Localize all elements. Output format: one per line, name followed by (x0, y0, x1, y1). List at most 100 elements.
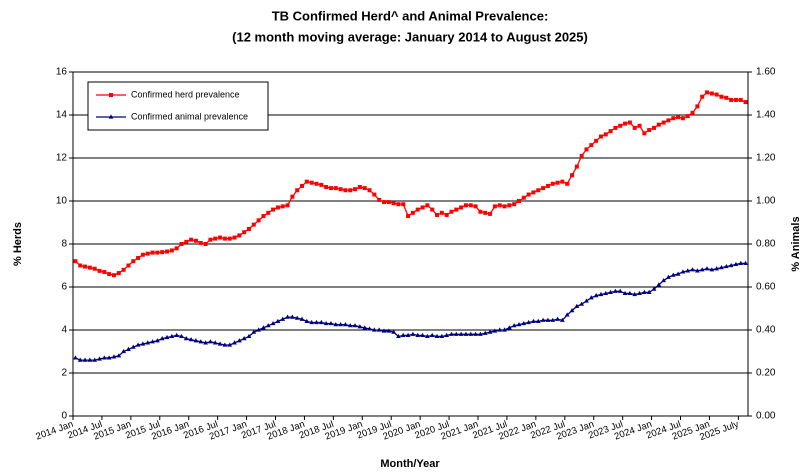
point (516, 322, 522, 327)
point (632, 291, 638, 297)
point (570, 173, 575, 178)
point (415, 332, 421, 337)
y-tick-label: 2 (61, 368, 67, 379)
point (318, 319, 324, 325)
point (324, 185, 329, 190)
point (608, 289, 613, 294)
point (690, 110, 695, 115)
point (719, 265, 724, 270)
point (545, 183, 550, 188)
legend-box (87, 81, 269, 131)
point (478, 209, 483, 214)
point (333, 186, 338, 191)
point (174, 246, 179, 251)
point (613, 125, 618, 130)
point (169, 333, 175, 339)
point (705, 90, 710, 95)
point (136, 255, 141, 260)
legend-marker (109, 93, 113, 97)
point (241, 336, 247, 341)
point (126, 346, 131, 351)
point (246, 226, 251, 231)
point (492, 328, 498, 333)
point (160, 250, 165, 255)
point (492, 204, 497, 209)
point (410, 210, 415, 215)
point (377, 197, 382, 202)
point (227, 236, 232, 241)
point (246, 333, 252, 339)
point (237, 233, 242, 238)
point (97, 356, 102, 361)
point (642, 131, 647, 136)
y-tick-label: 16 (56, 67, 68, 78)
point (256, 327, 262, 332)
point (459, 205, 464, 210)
point (622, 290, 628, 296)
point (376, 327, 382, 332)
point (87, 357, 93, 362)
point (154, 338, 160, 343)
point (401, 202, 406, 207)
y-tick-label: 4 (61, 325, 67, 336)
point (637, 123, 642, 128)
point (545, 317, 551, 322)
point (294, 315, 300, 320)
point (502, 327, 507, 332)
point (198, 339, 204, 344)
point (666, 118, 671, 123)
point (521, 320, 527, 326)
point (666, 274, 671, 279)
y2-tick-label: 0.20 (756, 368, 776, 379)
point (675, 271, 681, 276)
point (641, 289, 647, 294)
point (203, 242, 208, 246)
point (588, 295, 594, 300)
point (227, 342, 233, 347)
point (106, 355, 112, 360)
point (603, 132, 608, 137)
point (164, 334, 170, 340)
point (92, 266, 97, 271)
point (555, 316, 560, 321)
chart-subtitle: (12 month moving average: January 2014 t… (232, 29, 588, 44)
point (391, 201, 396, 206)
point (232, 340, 237, 345)
point (704, 266, 710, 271)
y2-tick-label: 0.40 (756, 325, 776, 336)
point (111, 273, 116, 278)
point (743, 260, 748, 265)
point (646, 289, 652, 294)
point (222, 236, 227, 241)
point (150, 339, 155, 344)
point (415, 207, 420, 212)
legend-marker (108, 114, 114, 119)
y2-tick-label: 1.00 (756, 196, 776, 207)
point (116, 271, 121, 276)
point (444, 212, 449, 217)
point (444, 332, 450, 337)
point (299, 316, 305, 321)
point (381, 328, 387, 333)
point (574, 164, 579, 169)
point (131, 259, 136, 264)
point (314, 181, 319, 186)
point (473, 331, 478, 336)
point (218, 235, 223, 240)
point (535, 318, 541, 323)
point (531, 318, 536, 323)
point (603, 290, 609, 296)
point (584, 298, 589, 303)
point (449, 209, 454, 214)
point (714, 266, 720, 271)
point (304, 318, 310, 323)
point (651, 125, 656, 130)
y2-axis-label: % Animals (790, 216, 802, 271)
point (627, 290, 633, 296)
point (598, 134, 603, 139)
point (285, 314, 290, 319)
point (343, 188, 348, 193)
point (289, 314, 295, 319)
point (526, 319, 532, 325)
point (531, 190, 536, 195)
